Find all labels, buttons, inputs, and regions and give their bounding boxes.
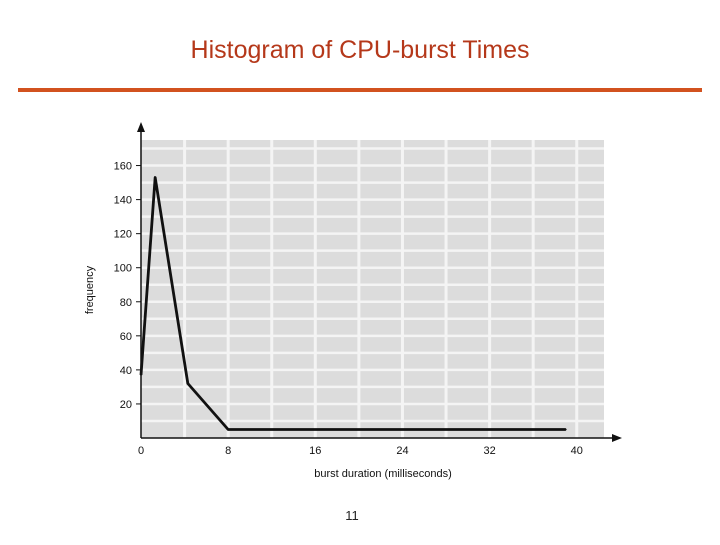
slide-title: Histogram of CPU-burst Times	[190, 36, 530, 64]
page-number: 11	[345, 508, 359, 523]
y-tick-label: 100	[114, 263, 132, 275]
x-tick-label: 0	[138, 445, 144, 457]
y-tick-label: 120	[114, 229, 132, 241]
y-axis-arrow	[137, 122, 145, 132]
axes	[137, 122, 622, 442]
y-tick-label: 140	[114, 195, 132, 207]
y-tick-label: 80	[120, 297, 132, 309]
plot-background	[141, 140, 604, 438]
data-point	[154, 176, 156, 179]
title-divider	[18, 88, 702, 92]
data-point	[140, 374, 142, 376]
x-tick-label: 24	[396, 445, 408, 457]
vertical-gridlines	[183, 140, 579, 438]
data-point	[187, 382, 189, 385]
x-tick-label: 16	[309, 445, 321, 457]
x-tick-label: 32	[483, 445, 495, 457]
y-tick-label: 160	[114, 161, 132, 173]
y-tick-labels: 20 40 60 80 100 120 140 160	[114, 161, 141, 411]
y-tick-label: 20	[120, 399, 132, 411]
x-tick-label: 40	[571, 445, 583, 457]
data-point	[565, 428, 567, 431]
x-axis-label: burst duration (milliseconds)	[314, 468, 452, 480]
x-axis-arrow	[612, 434, 622, 442]
x-tick-labels: 0 8 16 24 32 40	[138, 445, 583, 457]
horizontal-gridlines	[141, 147, 604, 423]
data-point	[227, 428, 229, 431]
y-tick-label: 60	[120, 331, 132, 343]
y-tick-label: 40	[120, 365, 132, 377]
x-tick-label: 8	[225, 445, 231, 457]
y-axis-label: frequency	[84, 265, 96, 314]
series-group	[139, 176, 567, 431]
